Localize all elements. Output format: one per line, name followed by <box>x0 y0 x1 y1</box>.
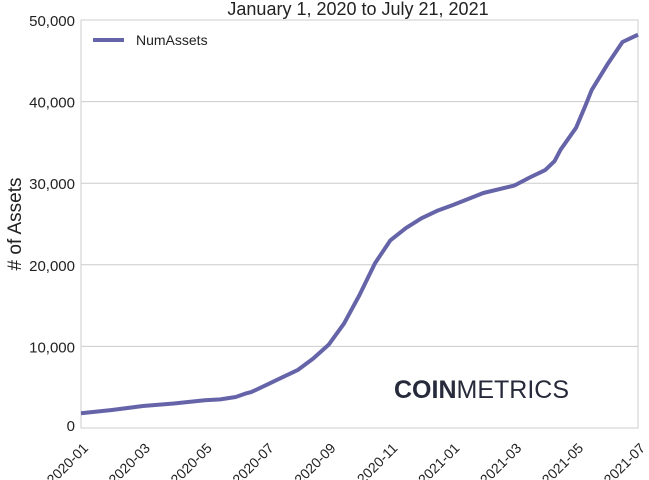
y-tick-label: 10,000 <box>29 339 75 356</box>
svg-text:COINMETRICS: COINMETRICS <box>394 376 569 404</box>
x-tick-label: 2021-03 <box>477 440 525 480</box>
chart-title: January 1, 2020 to July 21, 2021 <box>227 0 488 19</box>
x-tick-label: 2020-07 <box>229 440 277 480</box>
y-tick-label: 20,000 <box>29 258 75 275</box>
plot-area <box>80 19 639 429</box>
x-tick-label: 2021-05 <box>539 440 587 480</box>
x-tick-label: 2020-11 <box>354 440 401 480</box>
watermark: COINMETRICS <box>394 376 569 404</box>
legend-label: NumAssets <box>136 32 208 48</box>
x-tick-label: 2020-05 <box>167 440 215 480</box>
x-tick-label: 2021-01 <box>415 440 463 480</box>
watermark-light: METRICS <box>457 376 570 404</box>
legend: NumAssets <box>93 32 208 48</box>
y-axis-label: # of Assets <box>5 178 26 271</box>
series-line-numassets <box>80 32 639 416</box>
x-tick-label: 2021-07 <box>600 440 648 480</box>
y-tick-label: 50,000 <box>29 13 75 30</box>
y-tick-label: 30,000 <box>29 176 75 193</box>
x-tick-label: 2020-01 <box>43 440 91 480</box>
y-tick-label: 0 <box>67 418 75 435</box>
watermark-bold: COIN <box>394 376 457 404</box>
x-tick-label: 2020-09 <box>291 440 339 480</box>
y-tick-label: 40,000 <box>29 95 75 112</box>
x-tick-label: 2020-03 <box>105 440 153 480</box>
